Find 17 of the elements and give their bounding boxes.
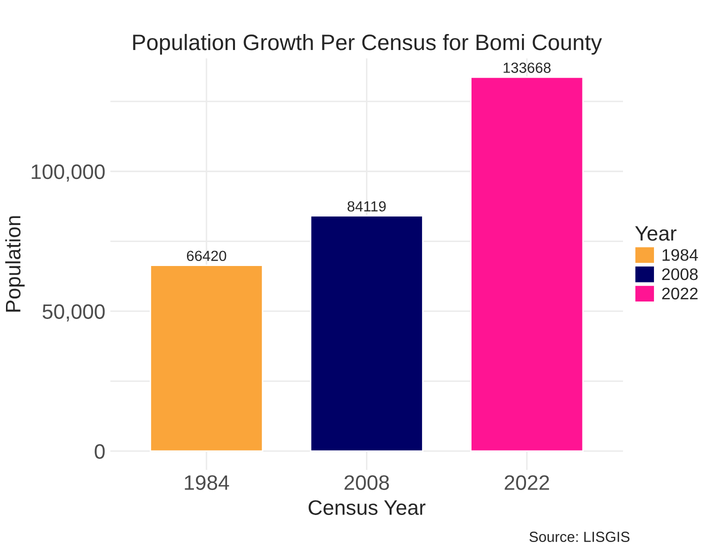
legend-label: 1984 bbox=[662, 249, 698, 261]
x-tick-label: 1984 bbox=[184, 475, 230, 490]
x-tick-label: 2008 bbox=[344, 475, 389, 490]
data-label: 66420 bbox=[186, 250, 226, 262]
source-note: Source: LISGIS bbox=[529, 532, 630, 542]
chart-title: Population Growth Per Census for Bomi County bbox=[133, 34, 602, 55]
data-label: 84119 bbox=[348, 201, 386, 212]
x-axis-title: Census Year bbox=[308, 500, 426, 515]
legend-label: 2022 bbox=[662, 288, 698, 300]
legend-title: Year bbox=[635, 226, 676, 241]
y-tick-label: 0 bbox=[94, 444, 105, 459]
y-tick-label: 50,000 bbox=[42, 304, 105, 322]
x-tick-label: 2022 bbox=[504, 475, 550, 490]
legend-label: 2008 bbox=[662, 268, 698, 280]
data-label: 133668 bbox=[504, 62, 551, 73]
y-tick-label: 100,000 bbox=[32, 164, 105, 182]
y-axis-title: Population bbox=[5, 216, 25, 312]
